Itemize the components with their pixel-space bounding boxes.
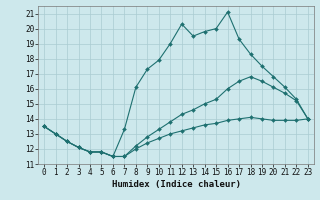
X-axis label: Humidex (Indice chaleur): Humidex (Indice chaleur) [111, 180, 241, 189]
